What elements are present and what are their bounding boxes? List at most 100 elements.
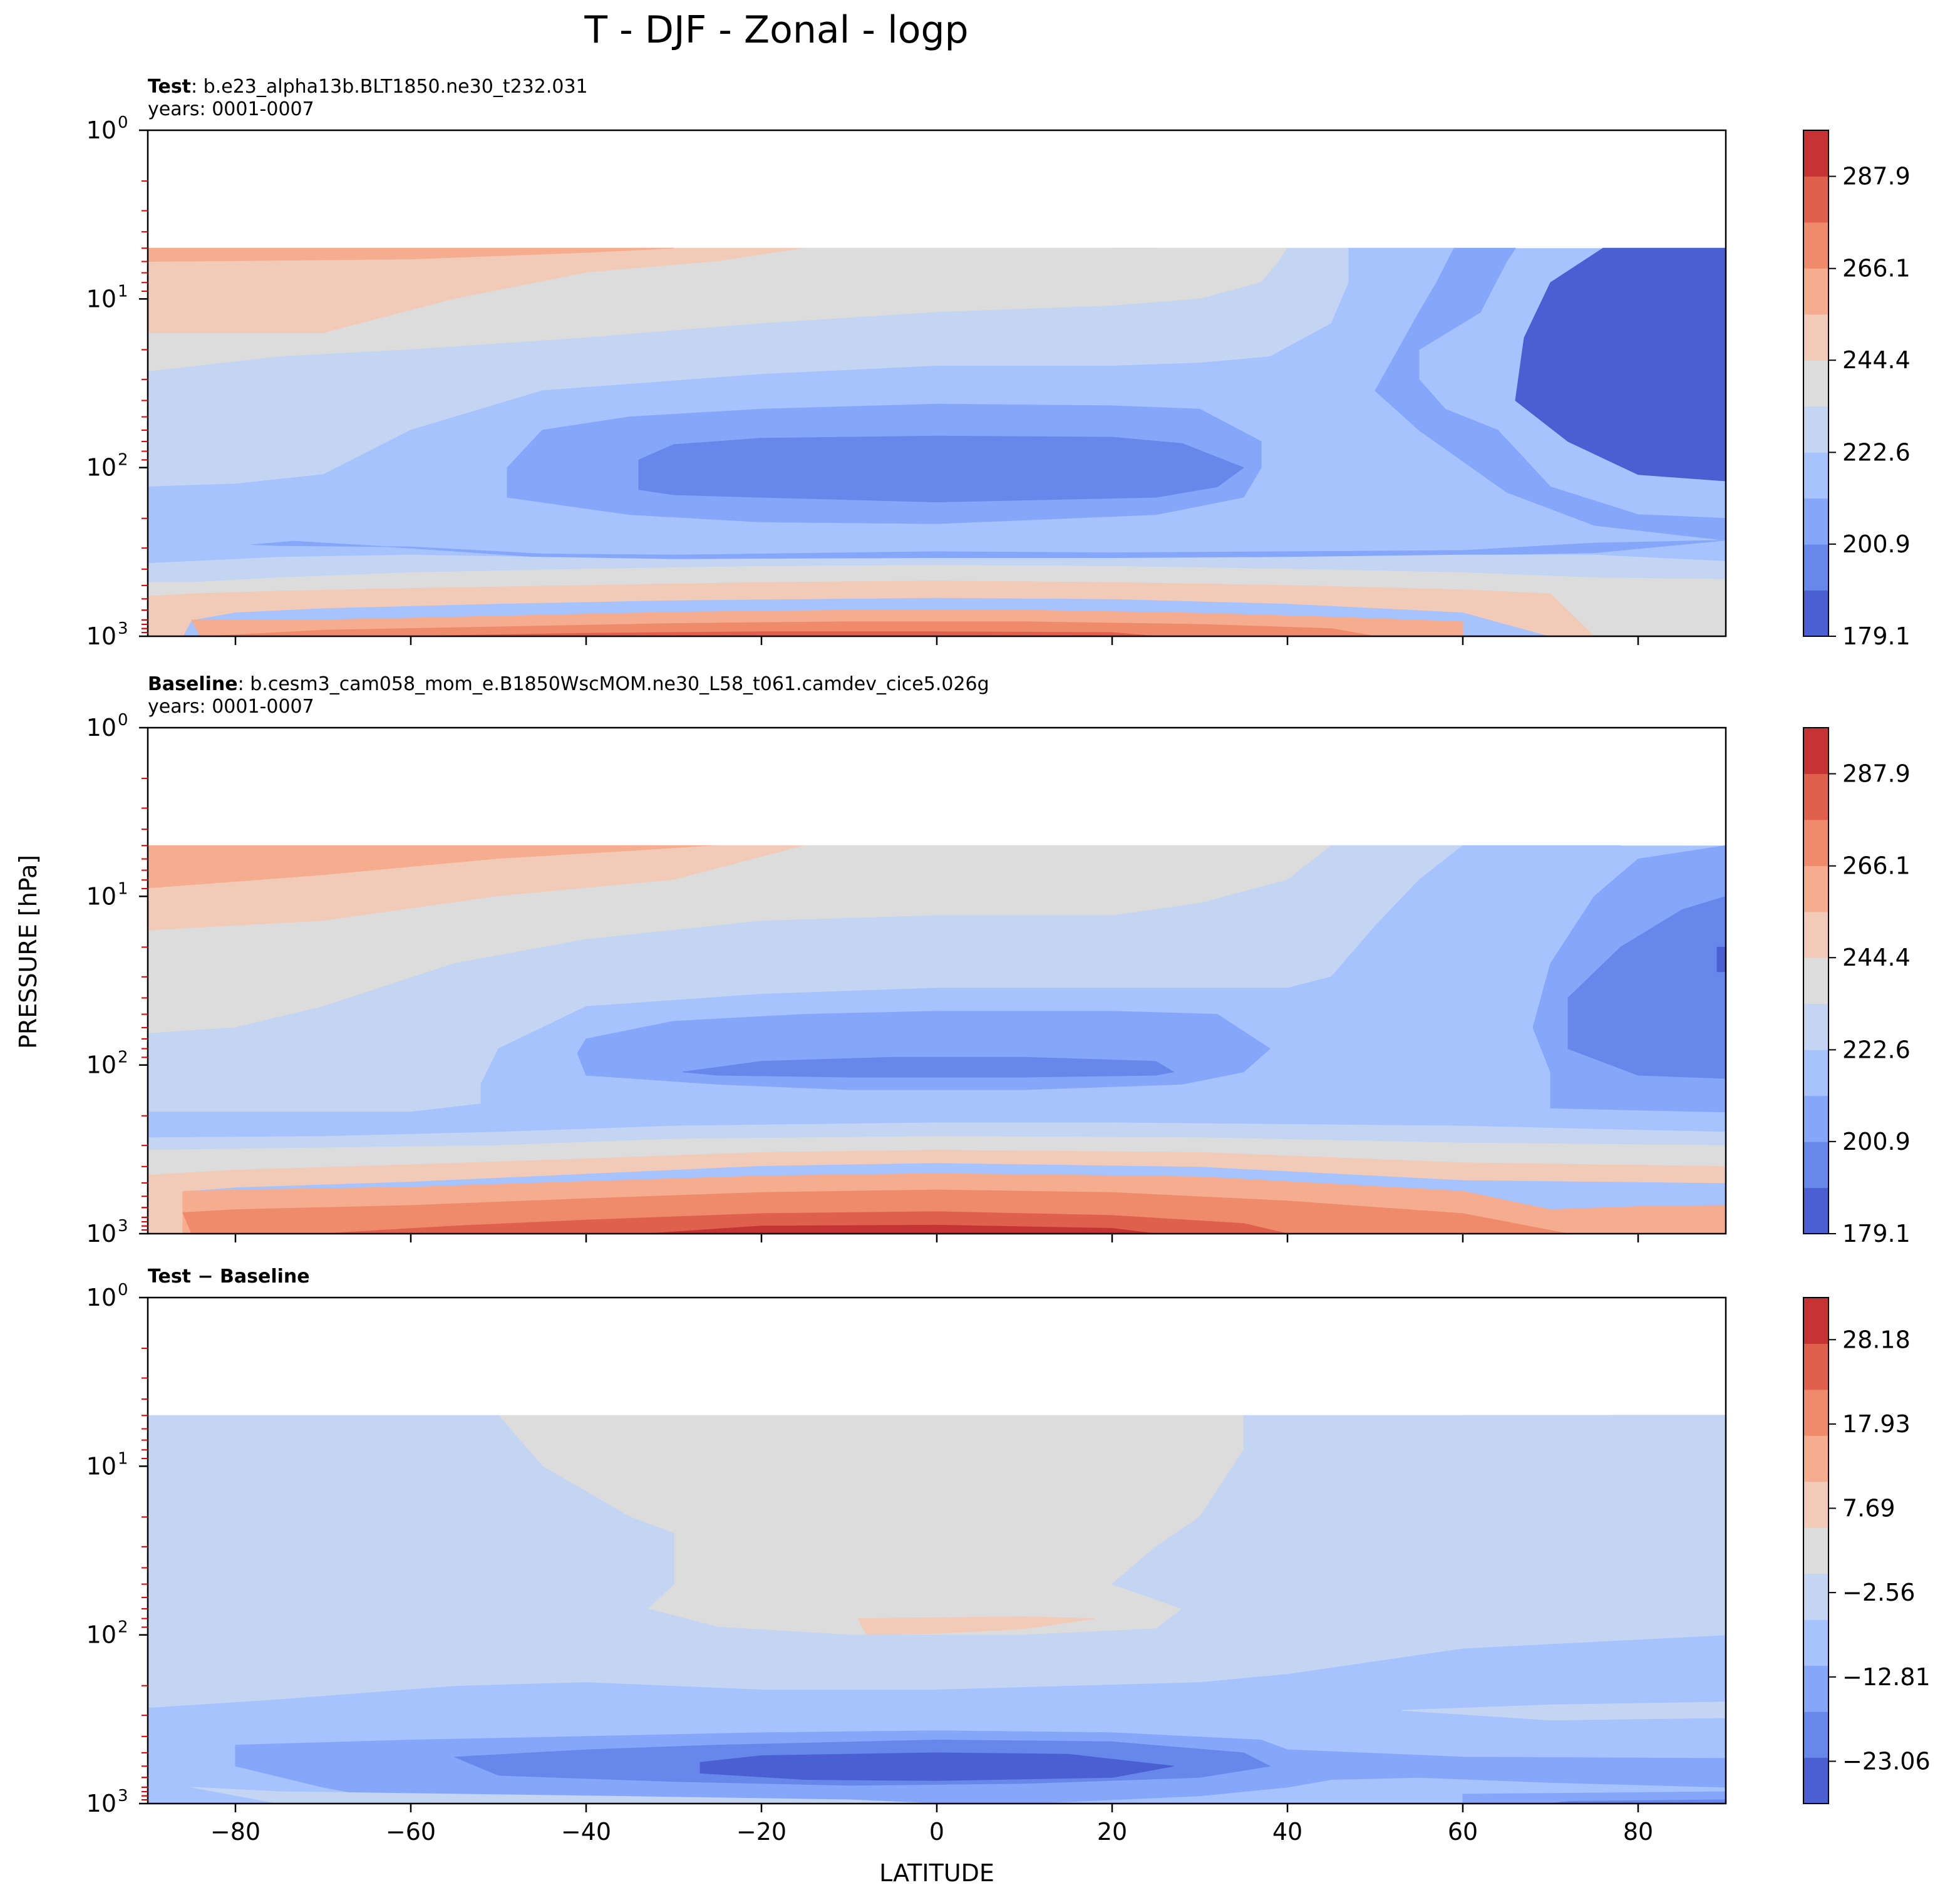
colorbar-segment xyxy=(1803,865,1828,912)
colorbar-tick-label: 28.18 xyxy=(1842,1326,1911,1353)
colorbar-frame xyxy=(1803,130,1829,637)
x-axis xyxy=(234,636,1639,645)
x-axis: −80 −60 −40 −20 0 20 40 60 80 xyxy=(210,1804,1653,1846)
panel-label-case: b.cesm3_cam058_mom_e.B1850WscMOM.ne30_L5… xyxy=(244,673,989,695)
colorbar-tick-label: 287.9 xyxy=(1842,163,1911,190)
colorbar-segment xyxy=(1803,1573,1828,1620)
contour-region xyxy=(1567,896,1726,1079)
y-axis-label: PRESSURE [hPa] xyxy=(14,855,42,1049)
colorbar-segment xyxy=(1803,268,1828,315)
colorbar-segment xyxy=(1803,1665,1828,1712)
contour-region xyxy=(191,1787,937,1804)
y-tick-exponent: 1 xyxy=(118,1449,128,1468)
colorbar-segment xyxy=(1803,1619,1828,1666)
colorbar-tick-label: −12.81 xyxy=(1842,1663,1931,1691)
contour-region xyxy=(148,247,674,262)
colorbar-tick-label: 244.4 xyxy=(1842,346,1911,374)
panel-label-bold: Test xyxy=(148,76,191,98)
y-tick-exponent: 0 xyxy=(118,1281,128,1299)
y-tick-exponent: 0 xyxy=(118,711,128,730)
x-tick-label: −40 xyxy=(561,1818,611,1846)
colorbar-tick-label: 179.1 xyxy=(1842,1220,1911,1247)
y-tick-label: 10 xyxy=(86,285,116,312)
contour-region xyxy=(699,1752,1174,1781)
colorbar-segment xyxy=(1803,1050,1828,1097)
colorbar-tick-label: 222.6 xyxy=(1842,1036,1911,1063)
y-tick-exponent: 1 xyxy=(118,879,128,898)
contour-region xyxy=(148,1415,1726,1708)
contour-region xyxy=(148,528,297,549)
y-tick-label: 10 xyxy=(86,116,116,144)
contour-region xyxy=(148,1150,1726,1234)
contour-region xyxy=(1515,247,1726,482)
colorbar-segment xyxy=(1803,911,1828,958)
colorbar: 287.9 266.1 244.4 222.6 200.9 179.1 xyxy=(1803,727,1911,1247)
colorbar-tick-label: 200.9 xyxy=(1842,530,1911,558)
contour-fills xyxy=(148,1415,1726,1804)
contour-region xyxy=(647,1224,1157,1234)
x-tick-label: −60 xyxy=(386,1818,436,1846)
x-tick-label: 0 xyxy=(929,1818,944,1846)
contour-region xyxy=(148,581,1595,636)
colorbar-segment xyxy=(1803,406,1828,453)
y-tick-label: 10 xyxy=(86,1220,116,1247)
colorbar-segment xyxy=(1803,176,1828,223)
colorbar-segment xyxy=(1803,544,1828,591)
contour-region xyxy=(1716,946,1726,973)
y-tick-exponent: 0 xyxy=(118,113,128,132)
y-tick-label: 10 xyxy=(86,454,116,482)
contour-fills xyxy=(148,845,1726,1234)
colorbar-frame xyxy=(1803,1297,1829,1804)
panel-label: Test − Baseline xyxy=(148,1266,310,1288)
y-tick-label: 10 xyxy=(86,1284,116,1311)
colorbar-tick-label: −2.56 xyxy=(1842,1579,1915,1606)
colorbar-segment xyxy=(1803,452,1828,499)
x-tick-label: −80 xyxy=(210,1818,260,1846)
colorbar-segment xyxy=(1803,1389,1828,1436)
colorbar-tick-label: 244.4 xyxy=(1842,944,1911,971)
panel-label: Test: b.e23_alpha13b.BLT1850.ne30_t232.0… xyxy=(148,76,588,120)
colorbar-tick-label: 266.1 xyxy=(1842,255,1911,282)
colorbar-segment xyxy=(1803,590,1828,637)
y-minor-ticks xyxy=(142,1348,148,1801)
y-tick-exponent: 2 xyxy=(118,1048,128,1067)
x-tick-label: 60 xyxy=(1448,1818,1478,1846)
panel-label-bold: Test − Baseline xyxy=(148,1266,310,1288)
colorbar-segment xyxy=(1803,1343,1828,1390)
colorbar: 28.18 17.93 7.69 −2.56 −12.81 −23.06 xyxy=(1803,1297,1931,1804)
y-tick-exponent: 2 xyxy=(118,1618,128,1637)
colorbar-segment xyxy=(1803,1435,1828,1482)
colorbar-tick-label: −23.06 xyxy=(1842,1747,1931,1775)
colorbar-frame xyxy=(1803,727,1829,1234)
y-tick-label: 10 xyxy=(86,1790,116,1817)
y-minor-ticks xyxy=(142,778,148,1231)
colorbar-segment xyxy=(1803,773,1828,820)
y-tick-label: 10 xyxy=(86,1621,116,1649)
panel-label-case: b.e23_alpha13b.BLT1850.ne30_t232.031 xyxy=(197,76,588,98)
x-tick-label: 20 xyxy=(1097,1818,1127,1846)
colorbar-segment xyxy=(1803,1003,1828,1050)
colorbar-tick-label: 266.1 xyxy=(1842,852,1911,880)
y-tick-label: 10 xyxy=(86,622,116,650)
colorbar-segment xyxy=(1803,1712,1828,1758)
colorbar-segment xyxy=(1803,1187,1828,1234)
colorbar-segment xyxy=(1803,728,1828,774)
panel-years: years: 0001-0007 xyxy=(148,696,314,718)
y-minor-ticks xyxy=(142,180,148,634)
colorbar-tick-label: 17.93 xyxy=(1842,1410,1911,1438)
contour-region xyxy=(577,1011,1271,1090)
contour-region xyxy=(682,1056,1175,1078)
y-tick-exponent: 3 xyxy=(118,619,128,638)
colorbar-segment xyxy=(1803,958,1828,1004)
x-tick-label: 40 xyxy=(1272,1818,1302,1846)
colorbar-segment xyxy=(1803,222,1828,269)
colorbar-segment xyxy=(1803,1298,1828,1344)
colorbar: 287.9 266.1 244.4 222.6 200.9 179.1 xyxy=(1803,130,1911,650)
